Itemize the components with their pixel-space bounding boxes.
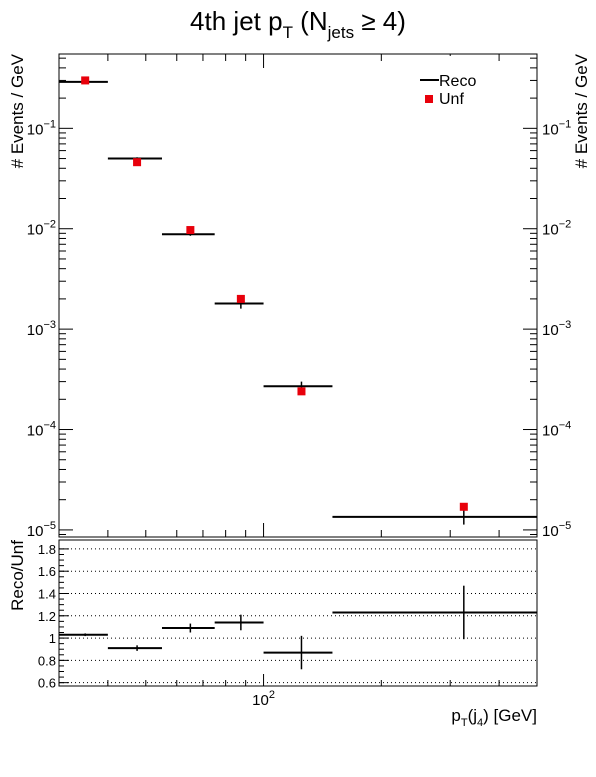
- y-tick-label-right: 10−2: [542, 219, 571, 239]
- ratio-y-tick-label: 1.8: [38, 542, 56, 557]
- ratio-y-tick-label: 1.6: [38, 564, 56, 579]
- unf-marker: [81, 76, 90, 85]
- y-tick-label-left: 10−1: [27, 118, 56, 138]
- ratio-tick-labels: 0.6 0.8 1 1.2 1.4 1.6 1.8 102: [38, 542, 275, 709]
- y-tick-label-right: 10−3: [542, 319, 571, 339]
- legend-unf-marker: [425, 95, 433, 103]
- lower-pad: 0.6 0.8 1 1.2 1.4 1.6 1.8 102 Reco/Unf pT(j4) […: [8, 539, 538, 729]
- legend: Reco Unf: [415, 56, 491, 108]
- y-tick-label-left: 10−5: [27, 520, 56, 540]
- ratio-axis-ticks: [58, 548, 538, 686]
- y-tick-label-right: 10−4: [542, 420, 571, 440]
- unf-marker: [459, 502, 468, 511]
- unf-marker: [297, 387, 306, 396]
- ratio-data-layer: [59, 585, 537, 670]
- upper-tick-labels: 10−1 10−1 10−2 10−2 10−3 10−3 10−4 10−4 10−5 10−5: [27, 118, 571, 540]
- upper-plot-frame: [58, 53, 538, 538]
- upper-pad: 10−1 10−1 10−2 10−2 10−3 10−3 10−4 10−4 10−5 10−5…: [8, 53, 591, 540]
- ratio-y-axis-label: Reco/Unf: [8, 540, 27, 611]
- y-axis-label-right: # Events / GeV: [572, 53, 591, 168]
- y-tick-label-left: 10−3: [27, 319, 56, 339]
- y-tick-label-left: 10−4: [27, 420, 56, 440]
- ratio-gridlines: [59, 548, 537, 684]
- x-axis-label: pT(j4) [GeV]: [451, 706, 537, 729]
- ratio-y-tick-label: 1.4: [38, 586, 56, 601]
- unf-marker: [186, 226, 195, 235]
- y-tick-label-right: 10−5: [542, 520, 571, 540]
- ratio-y-tick-label: 0.8: [38, 653, 56, 668]
- y-tick-label-right: 10−1: [542, 118, 571, 138]
- upper-data-layer: [59, 76, 537, 525]
- legend-reco-label: Reco: [439, 73, 476, 90]
- chart-title: 4th jet pT (Njets ≥ 4): [190, 6, 406, 42]
- x-tick-label: 102: [252, 689, 275, 709]
- unf-marker: [236, 294, 245, 303]
- unf-marker: [133, 158, 142, 167]
- y-axis-label-left: # Events / GeV: [8, 53, 27, 168]
- y-tick-label-left: 10−2: [27, 219, 56, 239]
- ratio-y-tick-label: 1.2: [38, 609, 56, 624]
- legend-unf-label: Unf: [439, 91, 464, 108]
- upper-axis-ticks: [58, 54, 538, 537]
- ratio-y-tick-label: 0.6: [38, 676, 56, 691]
- ratio-y-tick-label: 1: [49, 631, 56, 646]
